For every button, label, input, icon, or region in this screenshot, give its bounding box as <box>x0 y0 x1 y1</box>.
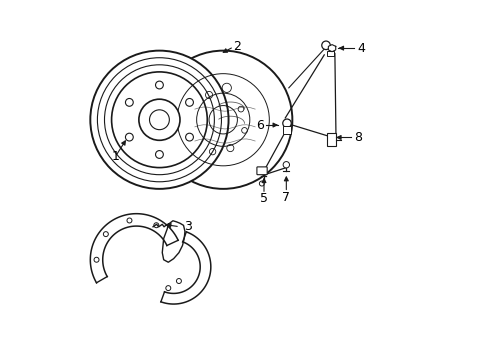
Circle shape <box>154 223 159 228</box>
Circle shape <box>155 150 163 158</box>
Polygon shape <box>90 214 178 283</box>
Circle shape <box>94 257 99 262</box>
FancyBboxPatch shape <box>326 132 336 146</box>
Circle shape <box>125 133 133 141</box>
Circle shape <box>154 51 292 189</box>
Text: 1: 1 <box>111 150 119 163</box>
Text: 8: 8 <box>354 131 362 144</box>
Circle shape <box>127 218 132 223</box>
Circle shape <box>283 162 289 168</box>
Text: 5: 5 <box>260 192 267 205</box>
Circle shape <box>149 110 169 130</box>
Circle shape <box>176 279 181 283</box>
Polygon shape <box>328 45 335 52</box>
Polygon shape <box>161 232 210 304</box>
FancyBboxPatch shape <box>326 51 333 56</box>
Circle shape <box>139 99 180 140</box>
Circle shape <box>125 99 133 106</box>
Circle shape <box>155 81 163 89</box>
Circle shape <box>185 133 193 141</box>
Text: 2: 2 <box>233 40 241 53</box>
Text: 3: 3 <box>184 220 192 233</box>
Circle shape <box>321 41 329 50</box>
Text: 4: 4 <box>356 42 365 55</box>
Polygon shape <box>162 221 184 262</box>
Circle shape <box>185 99 193 106</box>
Circle shape <box>282 119 291 127</box>
Circle shape <box>165 285 170 291</box>
Circle shape <box>103 231 108 237</box>
Circle shape <box>90 51 228 189</box>
Text: 6: 6 <box>256 118 264 131</box>
FancyBboxPatch shape <box>256 167 266 175</box>
FancyBboxPatch shape <box>283 126 290 134</box>
Circle shape <box>259 181 264 186</box>
Text: 7: 7 <box>282 190 290 203</box>
